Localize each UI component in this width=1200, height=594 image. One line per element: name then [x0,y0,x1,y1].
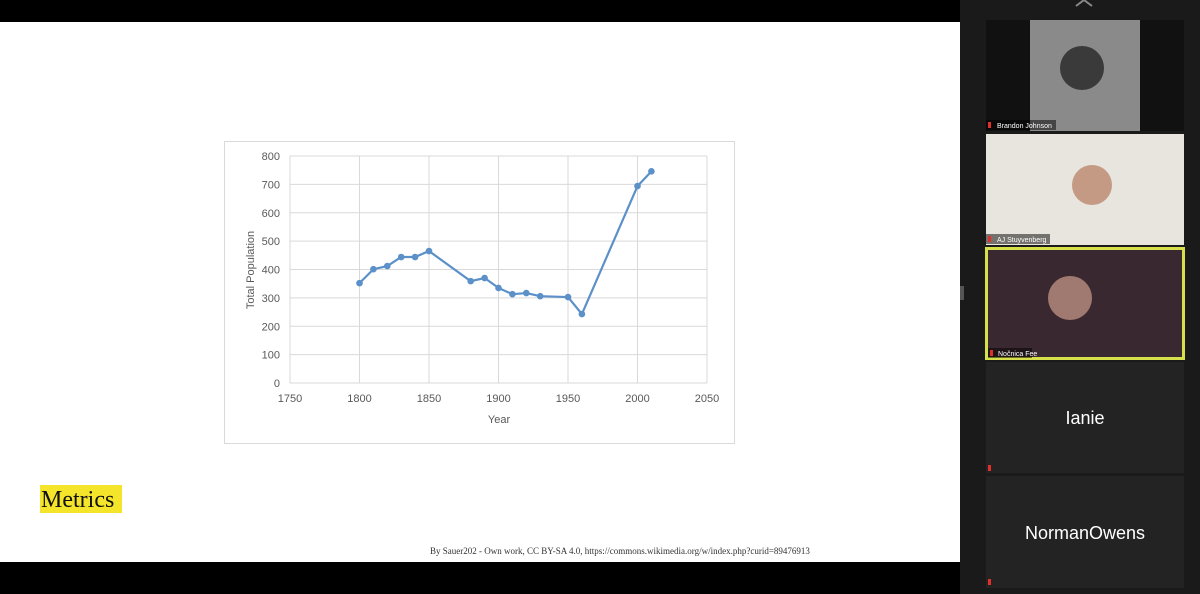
data-point [523,289,530,297]
slide-credit: By Sauer202 - Own work, CC BY-SA 4.0, ht… [430,546,810,556]
data-line [358,170,653,317]
x-tick-label: 1850 [417,393,441,405]
scroll-up[interactable] [1075,0,1093,7]
video-tile[interactable] [986,362,1184,473]
data-point [481,274,488,282]
participant-name: Brandon Johnson [997,123,1052,130]
participant-name: Ianie [1065,408,1104,428]
video-person [1072,165,1112,205]
x-tick-label: 1900 [486,393,510,405]
x-tick-label: 1950 [556,393,580,405]
video-person [1048,276,1092,320]
data-point [467,277,475,285]
mute-icons [988,122,993,585]
y-tick-label: 700 [262,179,280,191]
y-tick-label: 400 [262,265,280,277]
y-tick-label: 0 [274,378,280,390]
data-point [634,182,641,190]
y-tick-label: 200 [262,321,280,333]
splitter[interactable] [960,286,964,300]
name-backdrop [986,234,1050,244]
data-point [356,279,363,287]
heading-highlight [40,485,122,513]
video-person [1060,46,1104,90]
data-point [564,293,572,301]
data-point [495,284,502,292]
data-point [411,253,419,261]
slide-heading: Metrics [41,487,114,513]
x-tick-label: 2050 [695,393,719,405]
name-backdrop [988,348,1032,358]
y-tick-label: 800 [262,151,280,163]
data-point [648,168,655,175]
name-backdrop [986,120,1056,130]
data-point [578,310,586,318]
y-tick-label: 500 [262,236,280,248]
x-tick-label: 1750 [278,393,302,405]
x-axis-label: Year [488,414,511,426]
y-tick-label: 300 [262,293,280,305]
participant-name: NormanOwens [1025,523,1145,543]
y-tick-label: 100 [262,350,280,362]
x-tick-label: 2000 [625,393,649,405]
participant-name: Nočnica Fee [998,351,1037,358]
participant-name: AJ Stuyvenberg [997,237,1047,244]
data-point [536,292,544,300]
data-point [425,247,433,255]
data-point [509,290,516,298]
chart-frame [224,141,735,444]
data-point [397,253,405,261]
data-point [384,262,391,270]
video-tile[interactable] [986,476,1184,588]
x-tick-label: 1800 [347,393,371,405]
data-point [370,265,377,273]
y-tick-label: 600 [262,208,280,220]
y-axis-label: Total Population [245,231,257,309]
